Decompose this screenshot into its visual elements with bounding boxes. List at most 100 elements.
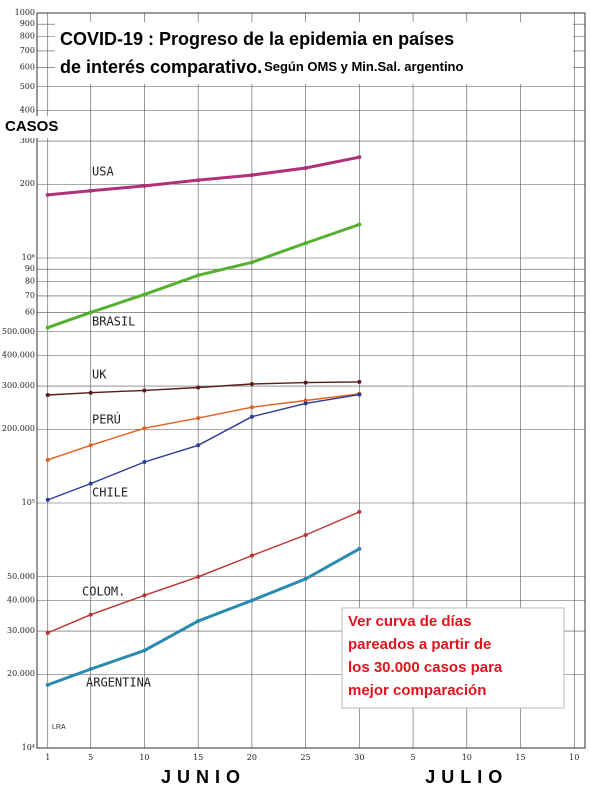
y-tick-label: 700 [20,46,35,55]
data-point [357,546,362,551]
data-point [249,173,254,178]
y-tick-label: 300 [20,136,35,145]
data-point [196,443,201,448]
chart-title: COVID-19 : Progreso de la epidemia en pa… [60,29,454,49]
data-point [45,392,50,397]
y-tick-label: 200.000 [2,424,35,433]
data-point [303,398,308,403]
y-tick-label: 10⁵ [22,498,35,507]
data-point [88,481,93,486]
data-point [88,390,93,395]
y-tick-label: 400.000 [2,350,35,359]
y-tick-label: 500 [20,82,35,91]
data-point [303,380,308,385]
data-point [357,392,362,397]
data-point [45,192,50,197]
y-tick-label: 400 [20,105,35,114]
x-tick-label: 5 [411,753,416,762]
data-point [357,379,362,384]
data-point [249,414,254,419]
data-point [196,618,201,623]
data-point [196,273,201,278]
x-tick-label: 15 [193,753,203,762]
data-point [45,457,50,462]
data-point [88,188,93,193]
data-point [357,222,362,227]
data-point [45,497,50,502]
data-point [303,165,308,170]
data-point [142,183,147,188]
series-label: USA [92,165,114,179]
annotation: mejor comparación [348,682,486,699]
y-tick-label: 10⁶ [22,253,35,262]
y-tick-label: 90 [25,264,35,273]
data-point [303,241,308,246]
annotation: los 30.000 casos para [348,659,503,676]
data-point [88,612,93,617]
y-tick-label: 600 [20,62,35,71]
data-point [249,405,254,410]
annotation: Ver curva de días [348,613,471,630]
y-tick-label: 60 [25,307,35,316]
x-tick-label: 5 [88,753,93,762]
title-line: de interés comparativo. [60,57,262,77]
data-point [88,443,93,448]
y-tick-label: 500.000 [2,327,35,336]
series-label: CHILE [92,486,128,500]
data-point [303,576,308,581]
data-point [357,155,362,160]
data-point [196,574,201,579]
data-point [45,630,50,635]
data-point [196,416,201,421]
title-box [55,22,573,84]
y-tick-label: 200 [20,179,35,188]
data-point [88,310,93,315]
y-tick-label: 20.000 [7,669,35,678]
annotation: pareados a partir de [348,636,491,653]
plot: USA BRASIL UK PERÚ CHILE COLOM. ARGENTINA [45,155,362,690]
x-axis-label: JUNIO [161,767,246,787]
y-tick-label: 10⁴ [22,743,35,752]
y-tick-label: 70 [25,291,35,300]
y-tick-label: 40.000 [7,595,35,604]
y-tick-label: 300.000 [2,381,35,390]
series-label: BRASIL [92,315,135,329]
y-tick-label: 1000 [15,8,35,17]
data-point [142,460,147,465]
data-point [142,593,147,598]
y-tick-label: 30.000 [7,626,35,635]
series-label: UK [92,368,107,382]
data-point [303,533,308,538]
data-point [249,260,254,265]
y-tick-label: 900 [20,19,35,28]
x-tick-label: 25 [301,753,311,762]
data-point [249,553,254,558]
chart-title: de interés comparativo. Según OMS y Min.S… [60,57,463,77]
data-point [303,401,308,406]
data-point [45,682,50,687]
y-axis-label: CASOS [5,118,58,135]
data-point [249,381,254,386]
data-point [196,178,201,183]
y-tick-label: 80 [25,277,35,286]
x-tick-label: 10 [139,753,149,762]
series-label: ARGENTINA [86,676,152,690]
data-point [142,292,147,297]
data-point [88,667,93,672]
x-tick-label: 20 [247,753,257,762]
signature: LRA [52,724,66,731]
x-tick-label: 10 [462,753,472,762]
data-point [357,509,362,514]
data-point [142,426,147,431]
title-line: COVID-19 : Progreso de la epidemia en pa… [60,29,454,49]
y-tick-label: 800 [20,32,35,41]
data-point [142,648,147,653]
plot-frame [36,12,586,749]
data-point [142,388,147,393]
series-label: PERÚ [92,412,121,427]
data-point [45,325,50,330]
x-tick-label: 30 [354,753,364,762]
x-tick-label: 10 [569,753,579,762]
subtitle: Según OMS y Min.Sal. argentino [264,59,463,74]
x-axis-label: JULIO [425,767,508,787]
